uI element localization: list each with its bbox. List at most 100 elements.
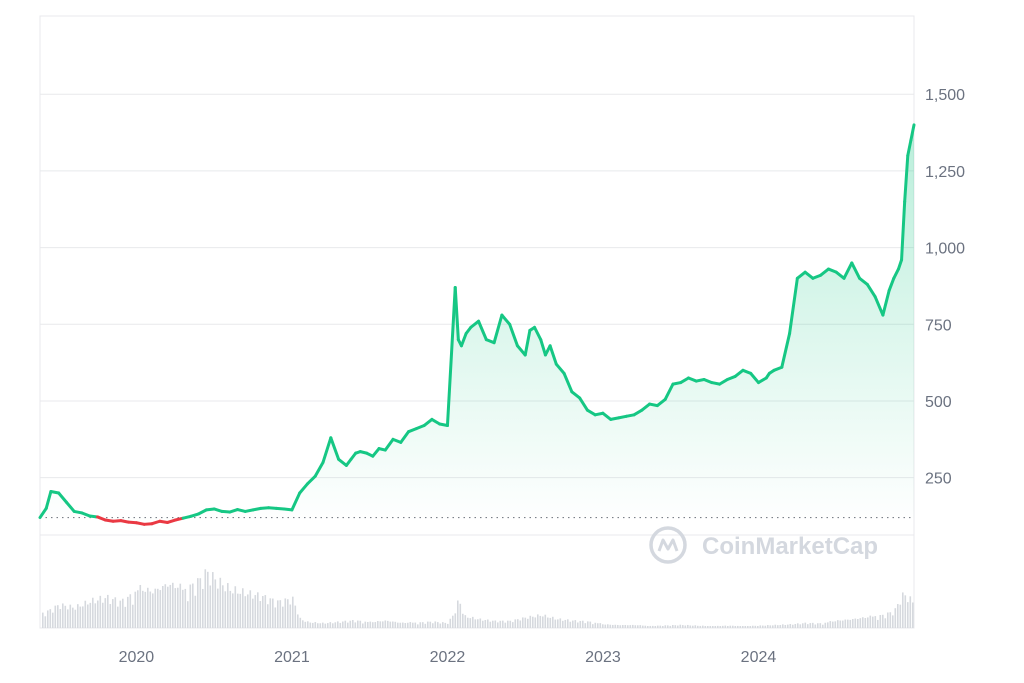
price-segment	[453, 285, 460, 342]
volume-bar	[77, 604, 79, 628]
volume-bar	[444, 622, 447, 628]
volume-bar	[547, 617, 549, 628]
price-segment	[655, 397, 667, 408]
price-segment	[906, 138, 913, 158]
volume-bar	[262, 596, 264, 628]
price-segment	[57, 491, 68, 504]
volume-bar	[724, 625, 727, 628]
volume-bars	[42, 569, 914, 628]
volume-bar	[189, 584, 192, 628]
volume-bar	[824, 622, 827, 628]
volume-bar	[137, 590, 139, 628]
volume-bar	[182, 589, 184, 628]
volume-bar	[167, 586, 169, 628]
volume-bar	[717, 625, 719, 628]
volume-bar	[719, 626, 722, 628]
volume-bar	[399, 622, 402, 628]
volume-bar	[219, 577, 222, 628]
volume-bar	[174, 588, 177, 628]
volume-bar	[134, 591, 137, 628]
volume-bar	[714, 626, 717, 628]
price-segment	[632, 408, 644, 417]
volume-bar	[832, 621, 834, 628]
volume-bar	[172, 582, 174, 628]
coinmarketcap-watermark: CoinMarketCap	[649, 526, 878, 564]
volume-bar	[789, 623, 792, 628]
volume-bar	[374, 622, 377, 628]
price-segment	[329, 436, 341, 461]
volume-bar	[874, 616, 877, 628]
x-axis: 2020 2021 2022 2023 2024	[119, 649, 777, 666]
volume-bar	[902, 592, 904, 628]
price-segment	[718, 378, 729, 386]
price-segment	[515, 344, 527, 357]
volume-bar	[89, 602, 92, 628]
volume-bar	[722, 625, 724, 628]
volume-bar	[839, 620, 842, 628]
volume-bar	[252, 598, 254, 628]
price-segment	[795, 270, 807, 280]
volume-bar	[657, 625, 659, 628]
volume-bar	[162, 586, 164, 628]
volume-bar	[594, 622, 597, 628]
volume-bar	[847, 619, 849, 628]
volume-bar	[62, 603, 64, 628]
volume-bar	[424, 623, 427, 628]
price-segment	[399, 430, 411, 444]
volume-bar	[572, 620, 574, 628]
volume-bar	[777, 625, 779, 628]
volume-bar	[654, 626, 657, 628]
volume-bar	[582, 620, 584, 628]
volume-bar	[419, 622, 422, 628]
volume-bar	[482, 620, 484, 628]
volume-bar	[372, 622, 374, 628]
volume-bar	[157, 588, 159, 628]
volume-bar	[704, 626, 707, 628]
volume-bar	[552, 616, 554, 628]
volume-bar	[889, 612, 892, 628]
volume-bar	[507, 620, 509, 628]
price-segment	[585, 408, 597, 417]
volume-bar	[472, 616, 474, 628]
volume-bar	[292, 596, 294, 628]
volume-bar	[774, 624, 777, 628]
volume-bar	[589, 621, 592, 628]
volume-bar	[614, 624, 617, 628]
price-segment	[508, 322, 519, 348]
price-segment	[749, 371, 760, 385]
volume-bar	[402, 622, 404, 628]
volume-bar	[752, 625, 754, 628]
volume-bar	[632, 624, 634, 628]
volume-bar	[809, 623, 812, 628]
volume-bar	[92, 597, 94, 628]
volume-bar	[699, 625, 702, 628]
volume-bar	[759, 625, 762, 628]
volume-bar	[244, 596, 247, 628]
volume-bar	[327, 623, 329, 628]
price-segment	[459, 332, 468, 348]
volume-bar	[54, 605, 57, 628]
volume-bar	[79, 606, 82, 628]
volume-bar	[269, 598, 272, 628]
volume-bar	[829, 621, 832, 628]
volume-bar	[744, 626, 747, 628]
volume-bar	[747, 626, 749, 628]
price-segment	[900, 200, 907, 262]
volume-bar	[554, 619, 557, 628]
volume-bar	[179, 583, 182, 628]
coinmarketcap-logo-icon	[649, 526, 687, 564]
volume-bar	[239, 593, 242, 628]
volume-bar	[569, 621, 572, 628]
price-segment	[430, 417, 442, 426]
volume-bar	[669, 625, 672, 628]
volume-bar	[302, 620, 304, 628]
volume-bar	[539, 615, 542, 628]
volume-bar	[527, 618, 529, 628]
volume-bar	[682, 625, 684, 628]
volume-bar	[312, 622, 314, 628]
volume-bar	[449, 618, 452, 628]
volume-bar	[879, 615, 882, 628]
volume-bar	[187, 601, 189, 628]
volume-bar	[667, 625, 669, 628]
volume-bar	[642, 625, 644, 628]
